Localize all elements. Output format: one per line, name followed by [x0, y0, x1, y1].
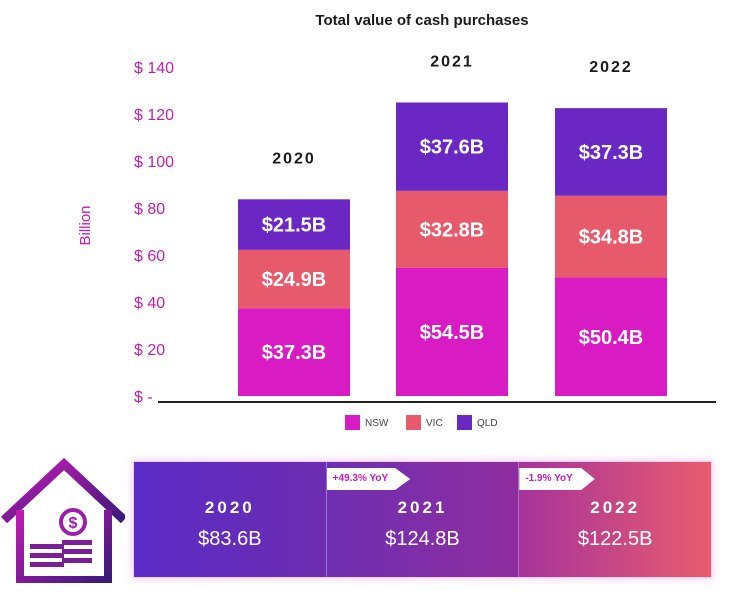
summary-panel: 2020 $83.6B +49.3% YoY 2021 $124.8B -1.9… — [133, 461, 712, 578]
summary-year: 2021 — [397, 498, 448, 517]
bar-segment-vic-2020 — [238, 249, 350, 309]
summary-total: $83.6B — [198, 528, 262, 550]
summary-cell-2022: -1.9% YoY 2022 $122.5B — [519, 462, 712, 577]
summary-year: 2020 — [204, 498, 255, 517]
data-label: $37.3B — [262, 342, 327, 364]
summary-total: $122.5B — [577, 528, 653, 550]
yoy-badge: +49.3% YoY — [326, 468, 411, 490]
summary-cell-2021: +49.3% YoY 2021 $124.8B — [326, 462, 520, 577]
house-dollar-icon: $ — [0, 458, 125, 583]
legend-swatch-vic — [406, 415, 421, 430]
year-labels: 2020 2021 2022 — [272, 53, 633, 167]
bar-segment-qld-2021 — [396, 102, 508, 191]
bar-segment-nsw-2021 — [396, 267, 508, 396]
data-label: $50.4B — [579, 327, 644, 349]
y-tick-label: $ - — [134, 389, 153, 406]
data-label: $32.8B — [420, 219, 485, 241]
bar-segment-nsw-2022 — [555, 277, 667, 396]
bar-segment-qld-2020 — [238, 199, 350, 250]
legend-swatch-nsw — [345, 415, 360, 430]
summary-year: 2022 — [590, 498, 641, 517]
bar-segment-qld-2022 — [555, 108, 667, 196]
legend-label: VIC — [426, 418, 443, 429]
y-tick-label: $ 80 — [134, 201, 165, 218]
data-label: $37.6B — [420, 137, 485, 159]
data-label: $34.8B — [579, 227, 644, 249]
y-tick-label: $ 20 — [134, 342, 165, 359]
summary-total: $124.8B — [385, 528, 460, 550]
y-axis-ticks: $ - $ 20 $ 40 $ 60 $ 80 $ 100 $ 120 $ 140 — [134, 60, 174, 406]
legend-label: QLD — [477, 418, 498, 429]
bar-segment-nsw-2020 — [238, 308, 350, 396]
data-label: $24.9B — [262, 269, 327, 291]
category-label: 2022 — [589, 59, 633, 76]
yoy-badge: -1.9% YoY — [519, 468, 595, 490]
legend: NSW VIC QLD — [345, 415, 498, 430]
data-label: $54.5B — [420, 322, 485, 344]
category-label: 2020 — [272, 150, 316, 167]
summary-cell-2020: 2020 $83.6B — [134, 462, 327, 577]
legend-swatch-qld — [457, 415, 472, 430]
bars: $37.3B $24.9B $21.5B $54.5B $32.8B $37.6B $50.… — [238, 102, 667, 396]
data-label: $21.5B — [262, 215, 327, 237]
y-tick-label: $ 100 — [134, 154, 174, 171]
bar-segment-vic-2021 — [396, 190, 508, 268]
chart-title: Total value of cash purchases — [315, 12, 528, 29]
category-label: 2021 — [430, 53, 474, 70]
legend-label: NSW — [365, 418, 389, 429]
svg-text:$: $ — [69, 515, 78, 532]
data-label: $37.3B — [579, 142, 644, 164]
y-tick-label: $ 40 — [134, 295, 165, 312]
y-tick-label: $ 60 — [134, 248, 165, 265]
y-tick-label: $ 140 — [134, 60, 174, 77]
y-tick-label: $ 120 — [134, 107, 174, 124]
stacked-bar-chart: Total value of cash purchases Billion $ … — [77, 12, 716, 430]
bar-segment-vic-2022 — [555, 195, 667, 278]
y-axis-label: Billion — [77, 205, 94, 245]
